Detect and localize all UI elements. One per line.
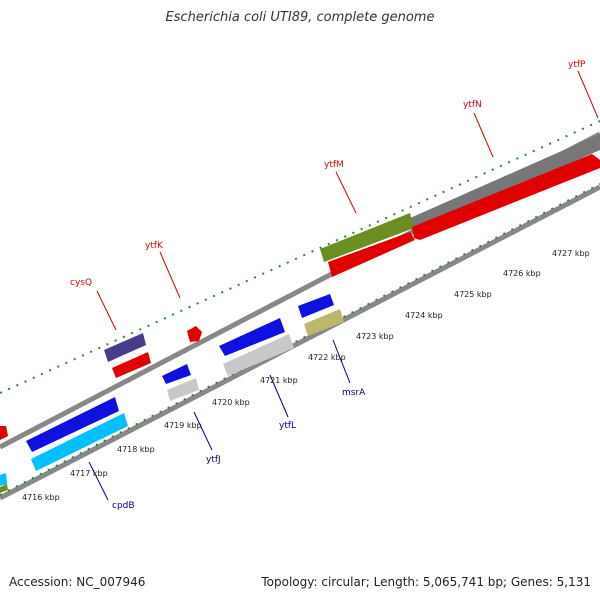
gene-cpdB-blue (26, 397, 119, 452)
gene-red-tiny (187, 326, 202, 342)
label-ytfK: ytfK (145, 241, 164, 251)
kbp-label: 4721 kbp (260, 376, 298, 385)
gene-cysQ-block (104, 333, 146, 362)
label-cysQ: cysQ (70, 278, 92, 288)
backbone-lower (0, 184, 600, 501)
gene-msrA-block (304, 309, 344, 336)
kbp-label: 4716 kbp (22, 493, 60, 502)
kbp-label: 4719 kbp (164, 421, 202, 430)
kbp-label: 4718 kbp (117, 445, 155, 454)
kbp-label: 4725 kbp (454, 290, 492, 299)
callout-ytfL (269, 374, 289, 418)
gene-blue-3 (298, 294, 334, 318)
kbp-label: 4717 kbp (70, 469, 108, 478)
gene-blue-1 (219, 318, 285, 356)
label-msrA: msrA (342, 388, 366, 398)
gene-ytfN-arrow (412, 154, 600, 240)
kbp-label: 4726 kbp (503, 269, 541, 278)
callout-ytfJ (193, 411, 213, 451)
accession-text: Accession: NC_007946 (9, 575, 146, 589)
kbp-label: 4724 kbp (405, 311, 443, 320)
gene-cyan-block (31, 413, 128, 471)
gene-band-olive (320, 213, 414, 262)
gene-ytfM-arrow (328, 232, 415, 277)
label-ytfP: ytfP (568, 60, 586, 70)
label-ytfJ: ytfJ (206, 455, 221, 465)
gene-band-gray (408, 134, 600, 232)
kbp-label: 4722 kbp (308, 353, 346, 362)
label-ytfN: ytfN (463, 100, 482, 110)
callout-ytfP (577, 70, 599, 119)
outer-scale-line (0, 120, 600, 394)
callout-cysQ (96, 290, 117, 331)
genome-title: Escherichia coli UTI89, complete genome (165, 10, 435, 25)
gene-gray-1 (223, 334, 294, 376)
kbp-label: 4720 kbp (212, 398, 250, 407)
label-ytfL: ytfL (279, 421, 296, 431)
gene-gray-2 (167, 378, 199, 401)
gene-edge-red (0, 426, 8, 440)
gene-red-small (112, 352, 151, 378)
kbp-label: 4727 kbp (552, 249, 590, 258)
gene-blue-2 (162, 364, 191, 384)
kbp-label: 4723 kbp (356, 332, 394, 341)
callout-ytfK (159, 251, 181, 299)
inner-scale-line (0, 183, 600, 496)
callout-msrA (332, 339, 351, 384)
callout-ytfM (335, 171, 357, 214)
callout-cpdB (88, 461, 109, 501)
gene-edge-olive (0, 484, 8, 493)
label-ytfM: ytfM (324, 160, 344, 170)
label-cpdB: cpdB (112, 501, 135, 511)
callout-ytfN (473, 112, 494, 158)
gene-edge-cyan (0, 473, 7, 486)
genome-stats-text: Topology: circular; Length: 5,065,741 bp… (261, 575, 591, 589)
